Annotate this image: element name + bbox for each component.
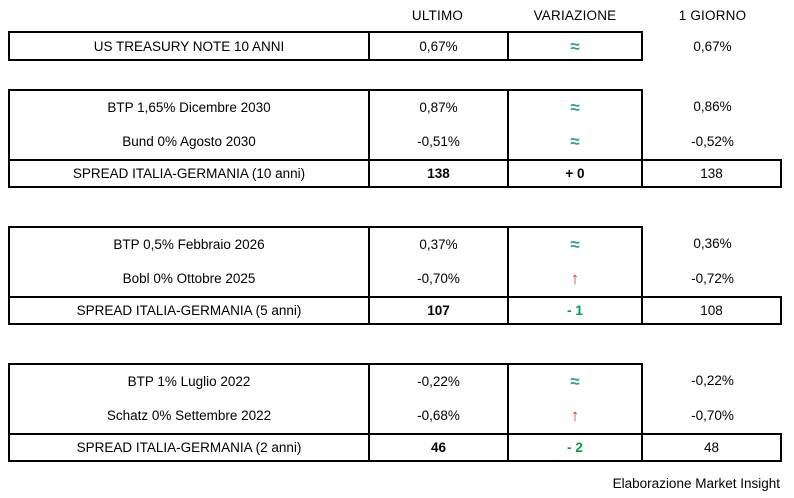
spread-giorno-value: 138	[643, 159, 782, 188]
two-year-block: BTP 1% Luglio 2022 -0,22% ≈ -0,22% Schat…	[8, 363, 782, 462]
variazione-cell: ≈	[507, 124, 643, 159]
ultimo-value: -0,22%	[368, 363, 507, 398]
ultimo-value: 0,87%	[368, 89, 507, 124]
variazione-cell: ≈	[507, 31, 643, 61]
attribution: Elaborazione Market Insight	[8, 476, 782, 491]
ultimo-value: 0,67%	[368, 31, 507, 61]
up-arrow-icon: ↑	[570, 406, 580, 425]
ultimo-value: -0,68%	[368, 398, 507, 433]
us-treasury-block: US TREASURY NOTE 10 ANNI 0,67% ≈ 0,67%	[8, 31, 782, 61]
spread-label: SPREAD ITALIA-GERMANIA (10 anni)	[8, 159, 368, 188]
approx-equal-icon: ≈	[570, 98, 580, 117]
variazione-cell: ↑	[507, 261, 643, 296]
header-spacer	[8, 5, 368, 25]
spread-row: SPREAD ITALIA-GERMANIA (5 anni) 107 - 1 …	[8, 296, 782, 325]
giorno-value: 0,86%	[643, 89, 782, 124]
approx-equal-icon: ≈	[570, 372, 580, 391]
variazione-cell: - 2	[507, 433, 643, 462]
variazione-cell: + 0	[507, 159, 643, 188]
spread-giorno-value: 48	[643, 433, 782, 462]
instrument-label: Schatz 0% Settembre 2022	[8, 398, 368, 433]
giorno-value: -0,72%	[643, 261, 782, 296]
table-row: Schatz 0% Settembre 2022 -0,68% ↑ -0,70%	[8, 398, 782, 433]
instrument-label: BTP 1,65% Dicembre 2030	[8, 89, 368, 124]
spread-change-value: - 1	[567, 303, 583, 318]
spread-label: SPREAD ITALIA-GERMANIA (5 anni)	[8, 296, 368, 325]
spread-ultimo-value: 138	[368, 159, 507, 188]
giorno-value: -0,22%	[643, 363, 782, 398]
instrument-label: US TREASURY NOTE 10 ANNI	[8, 31, 368, 61]
attribution-text: Elaborazione Market Insight	[612, 476, 780, 491]
column-header-giorno: 1 GIORNO	[643, 5, 782, 25]
table-row: BTP 0,5% Febbraio 2026 0,37% ≈ 0,36%	[8, 226, 782, 261]
table-row: Bobl 0% Ottobre 2025 -0,70% ↑ -0,72%	[8, 261, 782, 296]
table-row: BTP 1% Luglio 2022 -0,22% ≈ -0,22%	[8, 363, 782, 398]
spread-label: SPREAD ITALIA-GERMANIA (2 anni)	[8, 433, 368, 462]
spread-ultimo-value: 46	[368, 433, 507, 462]
variazione-cell: ≈	[507, 363, 643, 398]
instrument-label: Bobl 0% Ottobre 2025	[8, 261, 368, 296]
spread-change-value: - 2	[567, 440, 583, 455]
approx-equal-icon: ≈	[570, 132, 580, 151]
spread-row: SPREAD ITALIA-GERMANIA (10 anni) 138 + 0…	[8, 159, 782, 188]
spread-row: SPREAD ITALIA-GERMANIA (2 anni) 46 - 2 4…	[8, 433, 782, 462]
giorno-value: -0,70%	[643, 398, 782, 433]
ultimo-value: -0,70%	[368, 261, 507, 296]
up-arrow-icon: ↑	[570, 269, 580, 288]
variazione-cell: ↑	[507, 398, 643, 433]
column-header-ultimo: ULTIMO	[368, 5, 507, 25]
variazione-cell: ≈	[507, 226, 643, 261]
ultimo-value: 0,37%	[368, 226, 507, 261]
five-year-block: BTP 0,5% Febbraio 2026 0,37% ≈ 0,36% Bob…	[8, 226, 782, 325]
approx-equal-icon: ≈	[570, 36, 580, 56]
instrument-label: BTP 1% Luglio 2022	[8, 363, 368, 398]
table-header: ULTIMO VARIAZIONE 1 GIORNO	[8, 5, 782, 25]
giorno-value: -0,52%	[643, 124, 782, 159]
instrument-label: Bund 0% Agosto 2030	[8, 124, 368, 159]
column-header-variazione: VARIAZIONE	[507, 5, 643, 25]
instrument-label: BTP 0,5% Febbraio 2026	[8, 226, 368, 261]
table-row: Bund 0% Agosto 2030 -0,51% ≈ -0,52%	[8, 124, 782, 159]
spread-change-value: + 0	[565, 166, 585, 181]
table-row: US TREASURY NOTE 10 ANNI 0,67% ≈ 0,67%	[8, 31, 782, 61]
table-row: BTP 1,65% Dicembre 2030 0,87% ≈ 0,86%	[8, 89, 782, 124]
ten-year-block: BTP 1,65% Dicembre 2030 0,87% ≈ 0,86% Bu…	[8, 89, 782, 188]
spread-ultimo-value: 107	[368, 296, 507, 325]
giorno-value: 0,36%	[643, 226, 782, 261]
approx-equal-icon: ≈	[570, 235, 580, 254]
variazione-cell: ≈	[507, 89, 643, 124]
spread-giorno-value: 108	[643, 296, 782, 325]
ultimo-value: -0,51%	[368, 124, 507, 159]
giorno-value: 0,67%	[643, 31, 782, 61]
variazione-cell: - 1	[507, 296, 643, 325]
